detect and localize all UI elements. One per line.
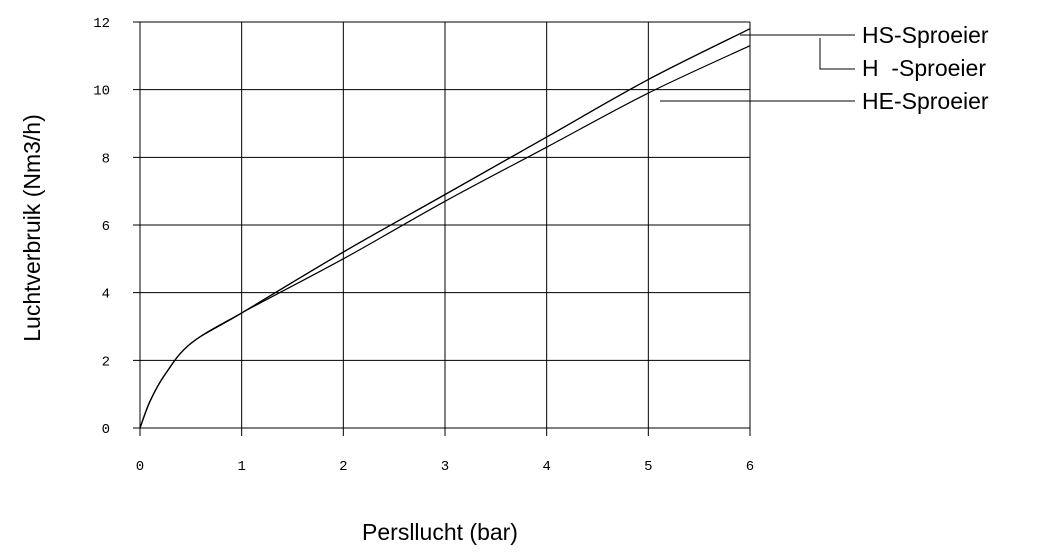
x-tick-label: 3 bbox=[441, 459, 449, 475]
x-axis-label: Persllucht (bar) bbox=[362, 519, 518, 545]
x-tick-label: 2 bbox=[339, 459, 347, 475]
y-tick-label: 2 bbox=[102, 354, 110, 370]
y-tick-label: 4 bbox=[102, 287, 110, 303]
series-line bbox=[139, 45, 751, 429]
y-axis-label: Luchtverbruik (Nm3/h) bbox=[19, 114, 45, 342]
x-tick-label: 1 bbox=[237, 459, 245, 475]
y-tick-label: 8 bbox=[102, 151, 110, 167]
legend-label: H -Sproeier bbox=[862, 55, 986, 81]
x-tick-label: 0 bbox=[136, 459, 144, 475]
legend-label: HS-Sproeier bbox=[862, 22, 989, 48]
y-tick-label: 0 bbox=[102, 422, 110, 438]
leader-line bbox=[819, 38, 855, 70]
legend-label: HE-Sproeier bbox=[862, 88, 989, 114]
y-tick-label: 12 bbox=[93, 16, 110, 32]
x-tick-label: 5 bbox=[644, 459, 652, 475]
y-tick-label: 6 bbox=[102, 219, 110, 235]
x-tick-label: 4 bbox=[542, 459, 550, 475]
y-tick-label: 10 bbox=[93, 84, 110, 100]
x-tick-label: 6 bbox=[746, 459, 754, 475]
legend-leaders bbox=[660, 34, 855, 102]
